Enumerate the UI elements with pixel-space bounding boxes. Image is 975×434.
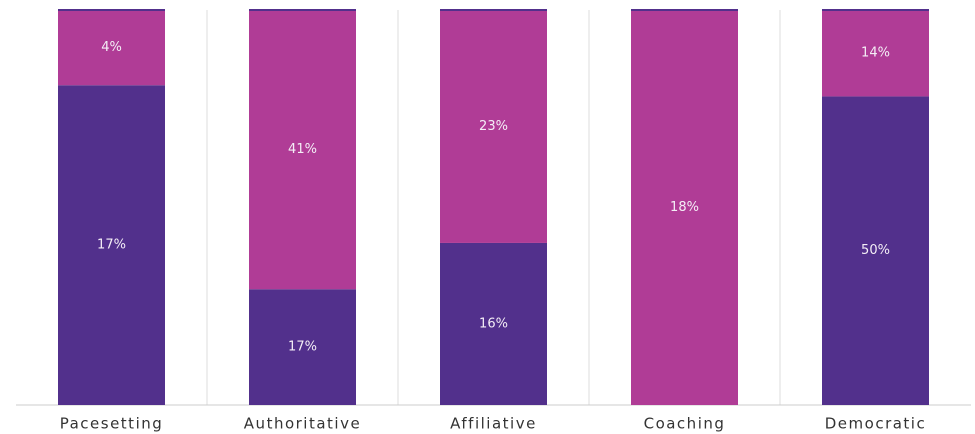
x-tick-label: Affiliative (450, 415, 537, 433)
bar-segment (631, 10, 738, 405)
value-label: 17% (288, 340, 317, 355)
x-tick-label: Pacesetting (60, 415, 164, 433)
bar-top-edge (58, 9, 165, 11)
x-tick-label: Democratic (825, 415, 926, 433)
bar-segment (249, 289, 356, 405)
bar-top-edge (440, 9, 547, 11)
x-tick-label: Authoritative (244, 415, 361, 433)
bar-segment (440, 242, 547, 405)
bar-segment (249, 10, 356, 290)
value-label: 14% (861, 46, 890, 61)
x-tick-label: Coaching (644, 415, 726, 433)
value-label: 4% (101, 40, 122, 55)
bar-segment (440, 10, 547, 243)
value-label: 23% (479, 119, 508, 134)
value-label: 16% (479, 316, 508, 331)
bar-segment (822, 96, 929, 405)
value-label: 17% (97, 238, 126, 253)
bar-segment (58, 10, 165, 86)
bar-top-edge (631, 9, 738, 11)
bar-top-edge (249, 9, 356, 11)
bar-segment (58, 85, 165, 405)
value-label: 41% (288, 142, 317, 157)
bar-segment (822, 10, 929, 97)
value-label: 18% (670, 200, 699, 215)
bar-top-edge (822, 9, 929, 11)
value-label: 50% (861, 243, 890, 258)
